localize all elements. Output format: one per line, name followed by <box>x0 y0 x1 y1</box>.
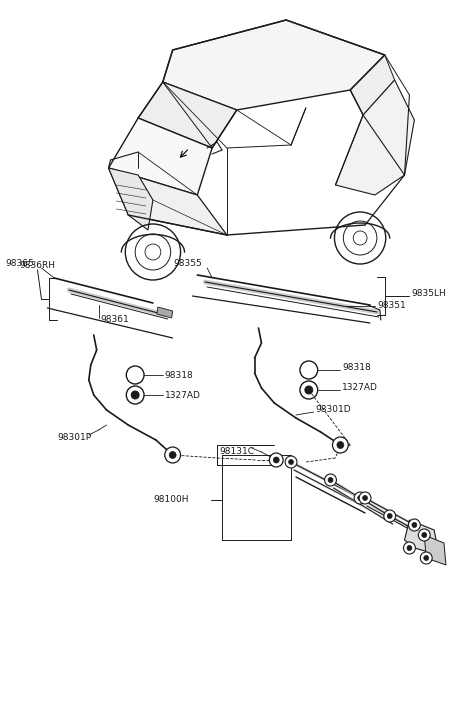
Text: 98365: 98365 <box>5 259 34 268</box>
Circle shape <box>409 519 420 531</box>
Circle shape <box>358 496 363 500</box>
Polygon shape <box>109 168 153 230</box>
Circle shape <box>420 552 432 564</box>
Polygon shape <box>109 168 227 235</box>
Circle shape <box>328 478 333 483</box>
Text: 98131C: 98131C <box>219 448 254 457</box>
Circle shape <box>422 532 427 537</box>
Text: 98301P: 98301P <box>57 433 91 441</box>
Text: 1327AD: 1327AD <box>342 384 378 393</box>
Circle shape <box>285 456 297 468</box>
Circle shape <box>384 510 395 522</box>
Circle shape <box>325 474 336 486</box>
Circle shape <box>424 555 429 561</box>
Text: 98351: 98351 <box>377 300 405 310</box>
Polygon shape <box>163 20 385 110</box>
Text: 98361: 98361 <box>101 316 129 324</box>
Polygon shape <box>336 80 415 195</box>
Text: 98100H: 98100H <box>153 496 188 505</box>
Polygon shape <box>138 82 237 148</box>
Text: 9836RH: 9836RH <box>20 260 56 270</box>
Polygon shape <box>405 520 439 555</box>
Circle shape <box>387 513 392 518</box>
Circle shape <box>359 492 371 504</box>
Text: 98318: 98318 <box>342 364 371 372</box>
Circle shape <box>273 457 279 463</box>
Text: 98301D: 98301D <box>316 406 351 414</box>
Text: 1327AD: 1327AD <box>165 390 201 400</box>
Circle shape <box>165 447 181 463</box>
Circle shape <box>404 542 415 554</box>
Circle shape <box>305 386 313 394</box>
Circle shape <box>269 453 283 467</box>
Circle shape <box>407 545 412 550</box>
Circle shape <box>418 529 430 541</box>
Circle shape <box>169 451 176 459</box>
Circle shape <box>354 492 366 504</box>
Circle shape <box>363 496 368 500</box>
Circle shape <box>337 441 344 449</box>
Polygon shape <box>157 307 173 318</box>
Text: 9835LH: 9835LH <box>411 289 446 297</box>
Circle shape <box>289 459 294 465</box>
Polygon shape <box>350 55 395 115</box>
Polygon shape <box>109 118 212 195</box>
Text: 98355: 98355 <box>173 259 202 268</box>
Circle shape <box>332 437 348 453</box>
Text: 98318: 98318 <box>165 371 193 379</box>
Circle shape <box>131 391 139 399</box>
Polygon shape <box>424 535 446 565</box>
Circle shape <box>412 523 417 528</box>
